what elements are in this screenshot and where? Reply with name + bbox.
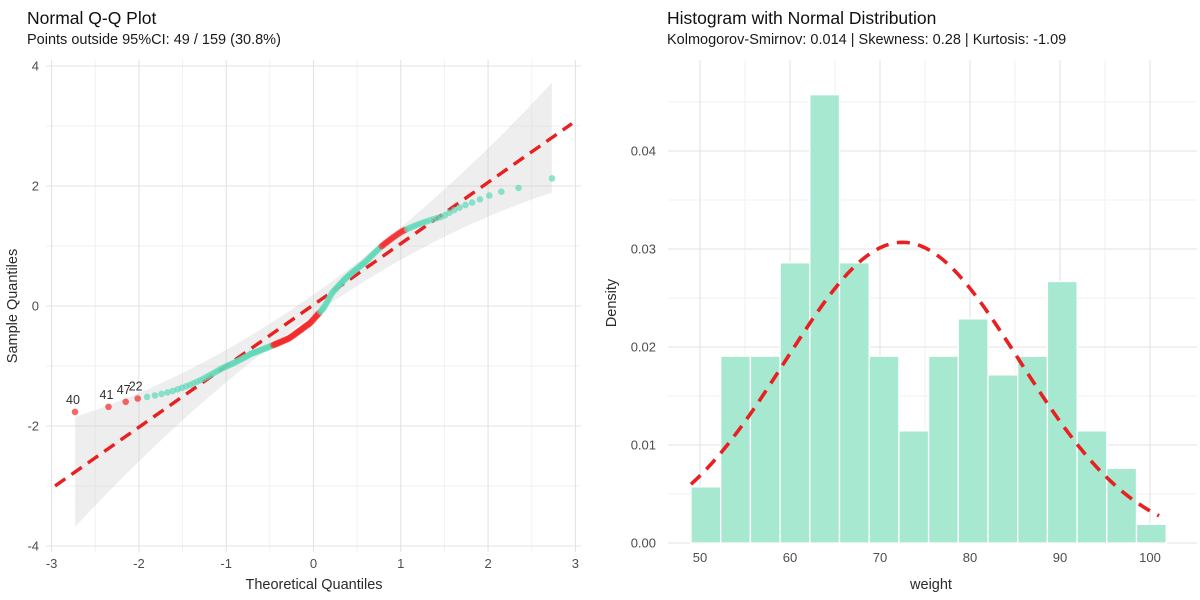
qq-point <box>143 393 151 401</box>
qq-x-tick-label: 3 <box>572 556 579 571</box>
hist-x-tick-labels: 50 60 70 80 90 100 <box>693 550 1161 565</box>
hist-y-tick-label: 0.00 <box>631 536 656 551</box>
qq-y-tick-label: 0 <box>32 299 39 314</box>
hist-subtitle: Kolmogorov-Smirnov: 0.014 | Skewness: 0.… <box>667 32 1067 48</box>
hist-title: Histogram with Normal Distribution <box>667 8 937 28</box>
qq-point <box>164 389 171 396</box>
hist-y-tick-labels: 0.00 0.01 0.02 0.03 0.04 <box>631 144 656 551</box>
hist-x-axis-title: weight <box>910 577 952 593</box>
hist-x-tick-label: 80 <box>963 550 977 565</box>
hist-bar <box>690 486 722 544</box>
qq-y-tick-label: 2 <box>32 179 39 194</box>
qq-reference-line <box>54 122 573 488</box>
hist-y-tick-label: 0.01 <box>631 438 656 453</box>
qq-grid-major <box>46 60 581 552</box>
hist-bar <box>987 374 1019 544</box>
hist-x-tick-label: 100 <box>1139 550 1161 565</box>
qq-point <box>151 392 159 399</box>
qq-point <box>456 204 463 211</box>
qq-outlier-label: 41 <box>100 388 114 402</box>
hist-bar <box>1135 523 1167 544</box>
hist-plot-area: 50 60 70 80 90 100 0.00 0.01 0.02 0.03 0.04 <box>631 60 1197 565</box>
qq-point <box>498 188 505 195</box>
hist-bar <box>1017 355 1049 544</box>
qq-x-tick-label: 2 <box>484 556 491 571</box>
qq-confidence-band <box>75 82 552 527</box>
hist-x-tick-label: 70 <box>873 550 887 565</box>
qq-point <box>158 390 165 398</box>
qq-point <box>450 206 458 214</box>
qq-point <box>462 201 469 209</box>
qq-y-tick-label: 4 <box>32 59 39 74</box>
hist-x-tick-label: 50 <box>693 550 707 565</box>
qq-x-tick-label: 1 <box>397 556 404 571</box>
hist-bar <box>927 355 959 544</box>
qq-panel: Normal Q-Q Plot Points outside 95%CI: 49… <box>5 8 581 593</box>
qq-points-layer <box>71 175 556 416</box>
qq-point-outside-ci <box>105 403 112 411</box>
hist-bars-layer <box>690 94 1167 544</box>
qq-y-tick-labels: -4 -2 0 2 4 <box>27 59 39 554</box>
qq-point <box>486 192 493 199</box>
qq-point <box>468 199 476 206</box>
qq-subtitle: Points outside 95%CI: 49 / 159 (30.8%) <box>27 32 281 48</box>
qq-y-tick-label: -4 <box>27 539 39 554</box>
qq-x-tick-label: -3 <box>46 556 58 571</box>
qq-x-axis-title: Theoretical Quantiles <box>245 577 383 593</box>
hist-bar <box>749 355 781 544</box>
qq-x-tick-label: -1 <box>220 556 232 571</box>
hist-x-tick-label: 90 <box>1053 550 1067 565</box>
hist-panel: Histogram with Normal Distribution Kolmo… <box>600 0 1200 600</box>
qq-x-tick-labels: -3 -2 -1 0 1 2 3 <box>46 556 579 571</box>
qq-point-outside-ci <box>122 398 129 406</box>
qq-outlier-label: 40 <box>66 393 80 407</box>
qq-point-outside-ci <box>71 408 79 416</box>
qq-x-tick-label: -2 <box>133 556 145 571</box>
hist-y-tick-label: 0.04 <box>631 144 656 159</box>
qq-outlier-label: 22 <box>129 380 143 394</box>
hist-bar <box>868 355 900 544</box>
qq-x-tick-label: 0 <box>310 556 317 571</box>
hist-bar <box>779 262 811 544</box>
hist-x-tick-label: 60 <box>783 550 797 565</box>
qq-outlier-label: 47 <box>117 383 131 397</box>
hist-bar <box>838 262 870 544</box>
qq-y-tick-label: -2 <box>27 419 39 434</box>
hist-normal-curve <box>689 240 1160 518</box>
qq-point <box>515 184 522 192</box>
hist-bar <box>809 94 841 544</box>
qq-point <box>476 196 484 203</box>
hist-bar <box>957 318 989 544</box>
qq-title: Normal Q-Q Plot <box>27 8 157 28</box>
hist-y-tick-label: 0.03 <box>631 242 656 257</box>
qq-point-outside-ci <box>134 395 141 402</box>
hist-bar <box>898 430 930 544</box>
qq-point <box>548 175 556 182</box>
hist-y-tick-label: 0.02 <box>631 340 656 355</box>
